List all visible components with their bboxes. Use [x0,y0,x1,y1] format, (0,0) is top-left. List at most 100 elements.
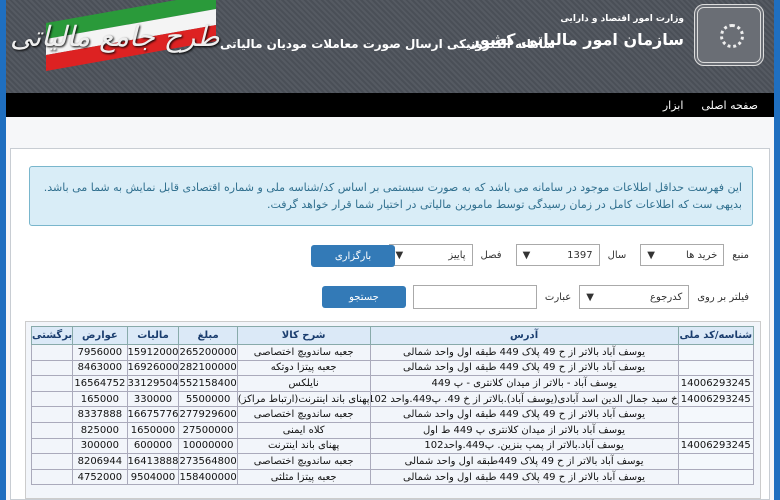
source-select[interactable]: خرید ها ▼ [640,244,725,266]
cell-national-id [677,359,755,377]
table-header-row: شناسه/کد ملی آدرس شرح کالا مبلغ مالیات عوارض ب… [30,326,755,345]
table-row[interactable]: یوسف آباد بالاتر از ح 49 پلاک 449 طبقه ا… [30,468,755,486]
column-header-amount[interactable]: مبلغ [178,326,238,345]
cell-duties: 8206944 [72,453,128,470]
filter-label: فیلتر بر روی [697,291,749,303]
cell-tax: 16675776 [126,406,180,423]
cell-duties: 8463000 [72,359,128,377]
cell-amount: 273564800 [178,453,238,470]
system-subtitle: سامانه الکترونیکی ارسال صورت معاملات مود… [220,37,556,51]
cell-address: یوسف آباد بالاتر از ح 49 پلاک 449 طبقه ا… [369,344,679,361]
column-header-tax[interactable]: مالیات [126,326,180,345]
cell-description: پهنای باند اینترنت(ارتباط مراکز) [236,390,371,408]
filter-select[interactable]: کدرجوع ▼ [579,285,690,309]
cell-description: جعبه ساندویچ اختصاصی [236,406,371,423]
results-table: شناسه/کد ملی آدرس شرح کالا مبلغ مالیات عوارض ب… [30,326,755,486]
table-row[interactable]: یوسف آباد بالاتر از ح 49 پلاک 449 طبقه ا… [30,406,755,423]
cell-description: جعبه پیتزا دوتکه [236,359,371,377]
cell-duties: 8337888 [72,406,128,423]
cell-address: یوسف آباد بالاتر از ح 49 پلاک 449 طبقه ا… [369,468,679,486]
table-row[interactable]: 14006293245 یوسف آباد - بالاتر از میدان ک… [30,375,755,392]
source-label: منبع [732,249,749,261]
column-header-returned[interactable]: برگشتی [30,326,74,345]
table-row[interactable]: یوسف آباد بالاتر از ح 49 پلاک 449طبقه او… [30,453,755,470]
cell-returned [30,390,74,408]
cell-tax: 1650000 [126,421,180,439]
cell-returned [30,359,74,377]
cell-address: یوسف آباد - بالاتر از میدان کلانتری - پ … [369,375,679,392]
cell-address: یوسف آباد بالاتر از ح 49 پلاک 449 طبقه ا… [369,406,679,423]
ministry-name: وزارت امور اقتصاد و دارایی [560,14,684,24]
organization-name: سازمان امور مالیاتی کشور [470,30,684,49]
cell-amount: 158400000 [178,468,238,486]
cell-returned [30,406,74,423]
cell-national-id [677,453,755,470]
cell-amount: 265200000 [178,344,238,361]
cell-address: یوسف آباد بالاتر از ح 49 پلاک 449طبقه او… [369,453,679,470]
search-button[interactable]: جستجو [322,286,406,308]
tax-organization-logo-icon [694,4,764,66]
season-select[interactable]: پاییز ▼ [388,244,473,266]
cell-duties: 16564752 [72,375,128,392]
cell-amount: 277929600 [178,406,238,423]
table-row[interactable]: یوسف آباد بالاتر از ح 49 پلاک 449 طبقه ا… [30,359,755,377]
load-button[interactable]: بارگزاری [311,245,395,267]
cell-returned [30,375,74,392]
cell-duties: 7956000 [72,344,128,361]
cell-national-id: 14006293245 [677,437,755,455]
dropdown-arrow-icon: ▼ [395,249,404,261]
cell-amount: 10000000 [178,437,238,455]
cell-national-id [677,421,755,439]
cell-amount: 552158400 [178,375,238,392]
cell-address: یوسف آباد.بالاتر از پمپ بنزین. پ449.واحد… [369,437,679,455]
cell-tax: 330000 [126,390,180,408]
column-header-duties[interactable]: عوارض [72,326,128,345]
cell-tax: 600000 [126,437,180,455]
dropdown-arrow-icon: ▼ [522,249,531,261]
cell-tax: 16926000 [126,359,180,377]
cell-national-id [677,344,755,361]
cell-address: یوسف آباد بالاتر از میدان کلانتری پ 449 … [369,421,679,439]
nav-tools[interactable]: ابزار [662,98,684,112]
cell-description: نایلکس [236,375,371,392]
nav-home[interactable]: صفحه اصلی [701,98,758,112]
year-select[interactable]: 1397 ▼ [515,244,600,266]
phrase-input[interactable] [412,285,537,309]
cell-amount: 5500000 [178,390,238,408]
cell-duties: 165000 [72,390,128,408]
cell-amount: 282100000 [178,359,238,377]
table-row[interactable]: یوسف آباد بالاتر از میدان کلانتری پ 449 … [30,421,755,439]
cell-returned [30,437,74,455]
nav-bar: صفحه اصلی ابزار [6,93,774,117]
content-panel: این فهرست حداقل اطلاعات موجود در سامانه … [10,148,770,500]
cell-duties: 825000 [72,421,128,439]
cell-address: یوسف آباد بالاتر از ح 49 پلاک 449 طبقه ا… [369,359,679,377]
table-row[interactable]: 14006293245 خ سید جمال الدین اسد آبادی(یو… [30,390,755,408]
table-row[interactable]: 14006293245 یوسف آباد.بالاتر از پمپ بنزین… [30,437,755,455]
phrase-label: عبارت [544,291,572,303]
cell-returned [30,453,74,470]
cell-description: جعبه ساندویچ اختصاصی [236,344,371,361]
cell-returned [30,344,74,361]
cell-address: خ سید جمال الدین اسد آبادی(یوسف آباد).با… [369,390,679,408]
cell-description: جعبه ساندویچ اختصاصی [236,453,371,470]
column-header-national-id[interactable]: شناسه/کد ملی [677,326,755,345]
cell-amount: 27500000 [178,421,238,439]
dropdown-arrow-icon: ▼ [647,249,655,261]
cell-duties: 4752000 [72,468,128,486]
cell-returned [30,468,74,486]
cell-national-id [677,406,755,423]
column-header-address[interactable]: آدرس [369,326,679,345]
cell-tax: 15912000 [126,344,180,361]
site-header: طرح جامع مالیاتی سامانه الکترونیکی ارسال… [6,0,774,93]
cell-returned [30,421,74,439]
cell-national-id: 14006293245 [677,390,755,408]
cell-national-id: 14006293245 [677,375,755,392]
info-alert: این فهرست حداقل اطلاعات موجود در سامانه … [29,166,753,226]
cell-duties: 300000 [72,437,128,455]
table-row[interactable]: یوسف آباد بالاتر از ح 49 پلاک 449 طبقه ا… [30,344,755,361]
cell-national-id [677,468,755,486]
cell-tax: 9504000 [126,468,180,486]
cell-tax: 16413888 [126,453,180,470]
column-header-description[interactable]: شرح کالا [236,326,371,345]
